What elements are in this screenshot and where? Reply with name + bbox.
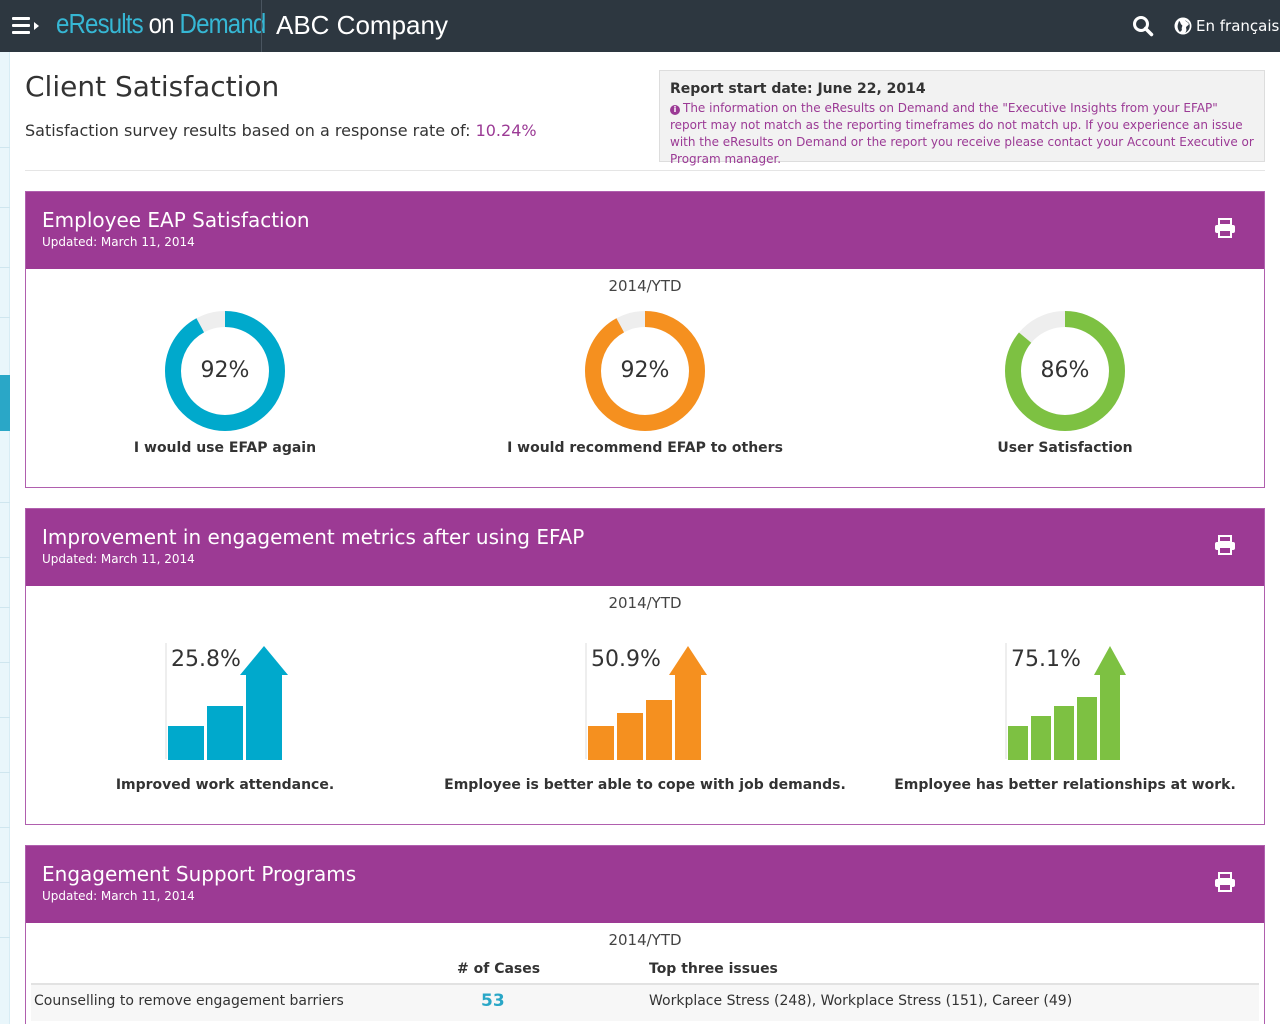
growth-label-cope: Employee is better able to cope with job… (444, 777, 846, 793)
language-switch[interactable]: En français (1174, 15, 1279, 37)
print-icon[interactable] (1214, 872, 1236, 892)
donut-arc (165, 311, 285, 431)
growth-arrow-head (1094, 646, 1126, 675)
response-rate-prefix: Satisfaction survey results based on a r… (25, 121, 471, 140)
growth-value-relationships: 75.1% (1011, 647, 1081, 672)
top-bar: eResults on Demand ABC Company En frança… (0, 0, 1280, 52)
brand-part-3: Demand (179, 8, 267, 39)
engagement-updated: Updated: March 11, 2014 (42, 552, 195, 566)
engagement-panel-header: Improvement in engagement metrics after … (26, 509, 1264, 586)
satisfaction-updated: Updated: March 11, 2014 (42, 235, 195, 249)
satisfaction-panel: Employee EAP Satisfaction Updated: March… (25, 191, 1265, 488)
engagement-period: 2014/YTD (608, 594, 682, 612)
growth-chart-cope (585, 643, 707, 760)
growth-bar (207, 706, 243, 760)
print-icon[interactable] (1214, 535, 1236, 555)
info-note: i The information on the eResults on Dema… (670, 100, 1254, 168)
company-name: ABC Company (276, 10, 448, 40)
print-icon[interactable] (1214, 218, 1236, 238)
growth-chart-relationships (1005, 643, 1126, 760)
globe-icon (1174, 17, 1192, 35)
growth-bar (1031, 716, 1051, 760)
growth-bar (646, 700, 672, 760)
growth-bar (588, 726, 614, 760)
growth-chart-attendance (165, 643, 288, 760)
table-header-rule (31, 983, 1259, 985)
growth-value-attendance: 25.8% (171, 647, 241, 672)
growth-arrow-head (669, 646, 707, 675)
donut-label-user-satisfaction: User Satisfaction (997, 440, 1133, 456)
satisfaction-panel-header: Employee EAP Satisfaction Updated: March… (26, 192, 1264, 269)
brand-logo[interactable]: eResults on Demand (56, 8, 267, 40)
programs-panel-header: Engagement Support Programs Updated: Mar… (26, 846, 1264, 923)
donut-label-recommend: I would recommend EFAP to others (507, 440, 783, 456)
page-title: Client Satisfaction (25, 70, 280, 103)
header-divider (25, 170, 1265, 171)
program-cases[interactable]: 53 (481, 991, 505, 1011)
satisfaction-panel-title: Employee EAP Satisfaction (42, 208, 310, 232)
response-rate-value: 10.24% (475, 121, 537, 140)
growth-arrow-head (240, 646, 288, 675)
donut-value-recommend: 92% (620, 358, 670, 383)
response-rate-line: Satisfaction survey results based on a r… (25, 121, 537, 140)
donut-arc (1005, 311, 1125, 431)
growth-bar (617, 713, 643, 760)
brand-part-1: eResults (56, 8, 144, 39)
growth-value-cope: 50.9% (591, 647, 661, 672)
donut-value-use-again: 92% (200, 358, 250, 383)
side-nav-active-item[interactable] (0, 375, 10, 431)
column-header-issues: Top three issues (649, 961, 778, 977)
program-issues: Workplace Stress (248), Workplace Stress… (649, 993, 1073, 1009)
language-link[interactable]: En français (1196, 17, 1280, 35)
brand-divider (261, 0, 262, 52)
info-note-text: The information on the eResults on Deman… (670, 101, 1254, 166)
satisfaction-period: 2014/YTD (608, 277, 682, 295)
growth-bar (168, 726, 204, 760)
growth-bar (1100, 674, 1120, 760)
table-row: Counselling to remove engagement barrier… (31, 985, 1259, 1021)
growth-bar (1077, 697, 1097, 760)
donut-chart-user-satisfaction (1005, 311, 1125, 431)
growth-label-relationships: Employee has better relationships at wor… (894, 777, 1236, 793)
growth-bar (1054, 706, 1074, 760)
engagement-panel-title: Improvement in engagement metrics after … (42, 525, 585, 549)
programs-panel-title: Engagement Support Programs (42, 862, 357, 886)
engagement-panel: Improvement in engagement metrics after … (25, 508, 1265, 825)
programs-period: 2014/YTD (608, 931, 682, 949)
program-name: Counselling to remove engagement barrier… (34, 993, 344, 1009)
donut-value-user-satisfaction: 86% (1040, 358, 1090, 383)
info-icon: i (670, 105, 680, 115)
menu-toggle-icon[interactable] (12, 17, 42, 35)
donut-label-use-again: I would use EFAP again (133, 440, 317, 456)
report-info-box: Report start date: June 22, 2014 i The in… (659, 70, 1265, 166)
donut-chart-use-again (165, 311, 285, 431)
growth-bar (1008, 726, 1028, 760)
donut-chart-recommend (585, 311, 705, 431)
growth-bar (675, 674, 701, 760)
programs-panel: Engagement Support Programs Updated: Mar… (25, 845, 1265, 1024)
side-nav-stripe[interactable] (0, 52, 10, 1024)
brand-part-2: on (148, 8, 175, 39)
search-icon[interactable] (1132, 15, 1154, 37)
programs-updated: Updated: March 11, 2014 (42, 889, 195, 903)
donut-arc (585, 311, 705, 431)
column-header-cases: # of Cases (457, 961, 541, 977)
growth-label-attendance: Improved work attendance. (115, 777, 335, 793)
report-start-date: Report start date: June 22, 2014 (670, 81, 926, 97)
growth-bar (246, 674, 282, 760)
